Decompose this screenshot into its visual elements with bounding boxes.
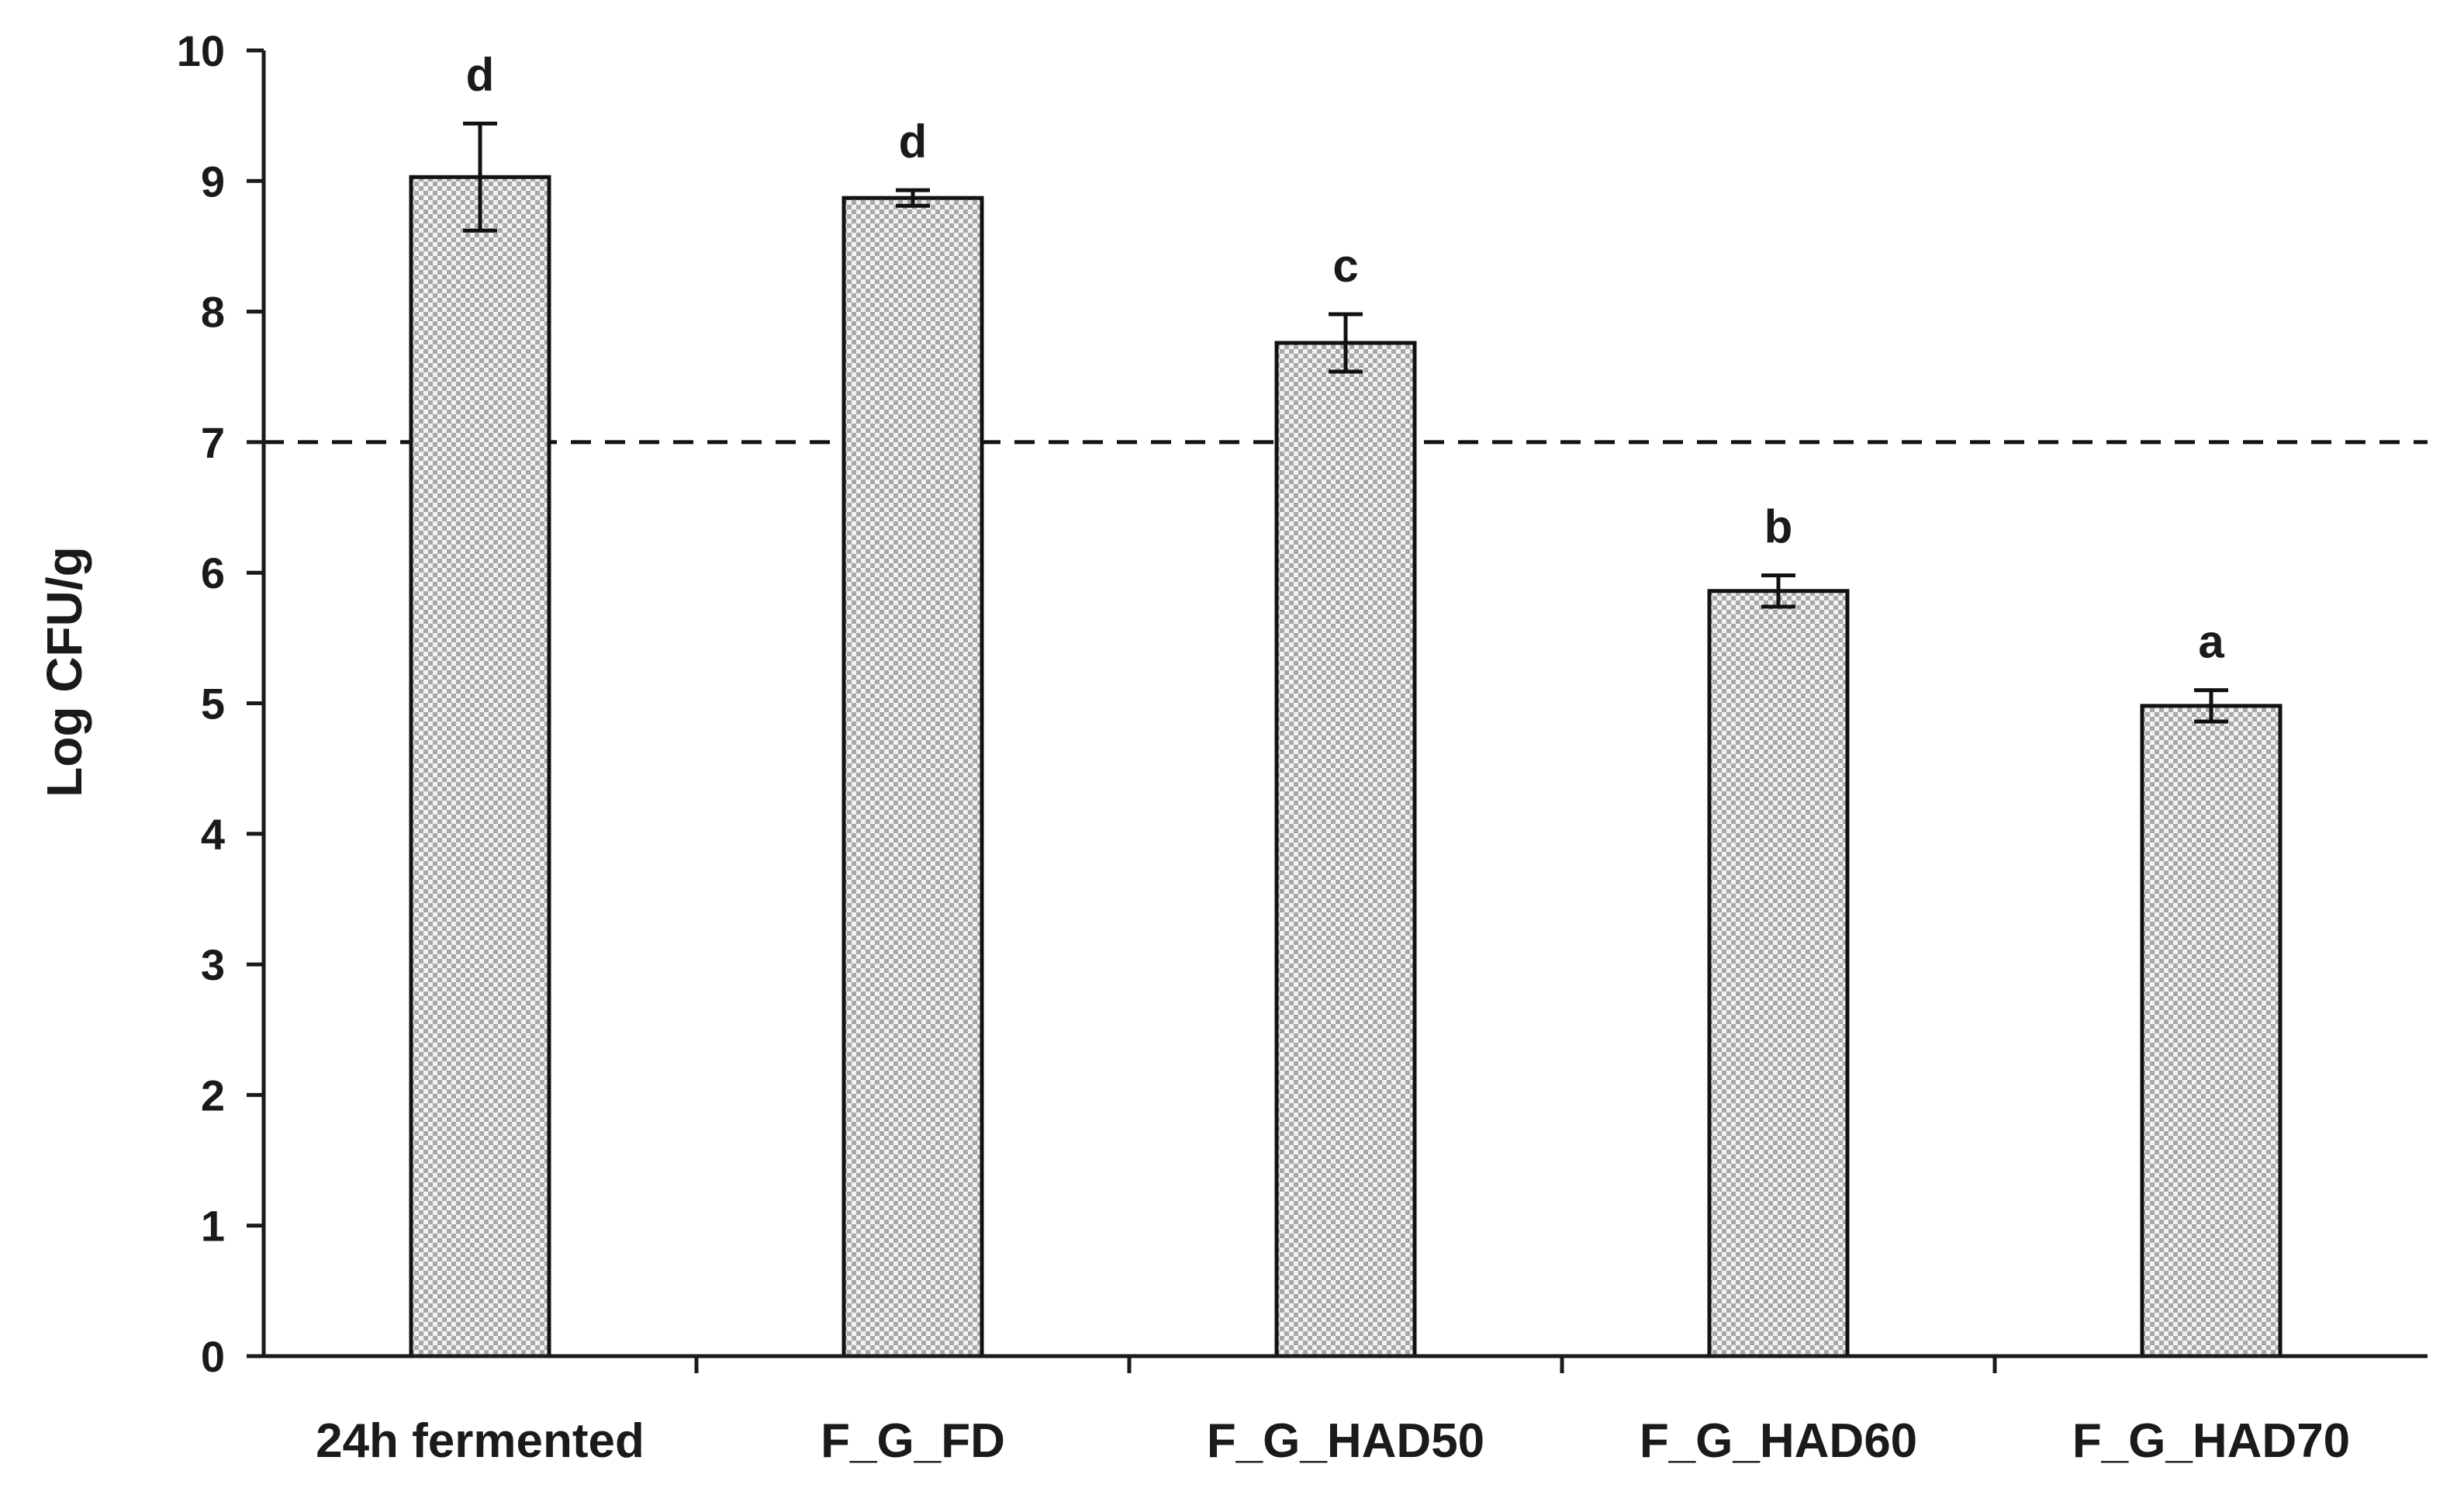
significance-letter-4: a xyxy=(2198,616,2224,668)
error-bar-2 xyxy=(1329,312,1363,374)
bar-4 xyxy=(2140,704,2283,1358)
x-category-label-3: F_G_HAD60 xyxy=(1640,1414,1917,1468)
error-bar-4 xyxy=(2194,688,2228,724)
y-tick-label: 8 xyxy=(201,288,225,337)
error-bar-0 xyxy=(463,121,497,233)
significance-letter-0: d xyxy=(466,49,495,101)
y-tick-label: 4 xyxy=(201,810,225,859)
y-tick-label: 1 xyxy=(201,1202,225,1251)
y-tick-label: 3 xyxy=(201,940,225,989)
y-tick-label: 0 xyxy=(201,1332,225,1381)
x-category-label-4: F_G_HAD70 xyxy=(2072,1414,2350,1468)
y-tick-label: 6 xyxy=(201,549,225,597)
significance-letter-3: b xyxy=(1764,501,1793,553)
significance-letter-2: c xyxy=(1332,240,1358,292)
x-category-label-2: F_G_HAD50 xyxy=(1207,1414,1484,1468)
y-tick-label: 2 xyxy=(201,1071,225,1120)
labels-layer: d d c b a 0 1 2 3 4 5 6 7 8 9 10 24h fermented F_G_FD F_G_… xyxy=(177,26,2350,1468)
bars-layer xyxy=(409,175,2283,1358)
y-tick-label: 5 xyxy=(201,680,225,728)
error-bars-layer xyxy=(463,121,2228,724)
bar-1 xyxy=(841,196,984,1358)
bar-2 xyxy=(1274,341,1417,1358)
bar-3 xyxy=(1707,589,1850,1358)
error-bar-1 xyxy=(896,188,930,208)
y-tick-label: 10 xyxy=(177,26,225,75)
axes-layer xyxy=(247,48,2428,1373)
significance-letter-1: d xyxy=(899,116,928,168)
error-bar-3 xyxy=(1761,573,1795,609)
x-category-label-0: 24h fermented xyxy=(316,1414,645,1468)
y-tick-label: 9 xyxy=(201,157,225,206)
bar-0 xyxy=(409,175,551,1358)
y-axis-title: Log CFU/g xyxy=(36,546,92,797)
y-tick-label: 7 xyxy=(201,418,225,467)
x-category-label-1: F_G_FD xyxy=(821,1414,1005,1468)
